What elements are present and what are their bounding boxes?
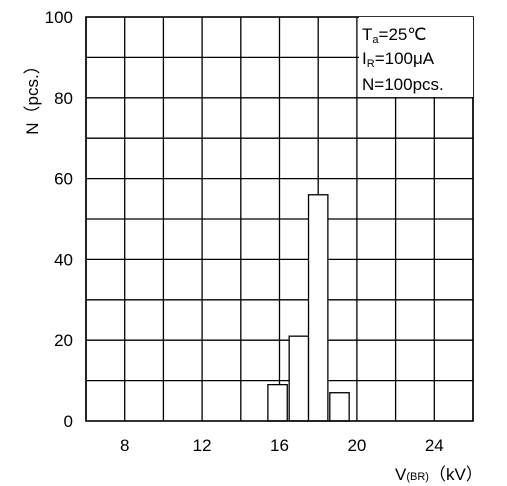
- bar: [267, 383, 288, 422]
- x-tick-label: 12: [193, 436, 212, 455]
- y-tick-label: 60: [54, 170, 73, 189]
- y-axis-label: N（pcs.）: [23, 57, 42, 134]
- y-tick-labels: 0 20 40 60 80 100: [45, 8, 73, 431]
- annotation-line-2: IR=100μA: [362, 49, 435, 70]
- annotation-line-3: N=100pcs.: [362, 75, 444, 94]
- annotation-box: [359, 17, 473, 97]
- x-tick-label: 8: [120, 436, 129, 455]
- x-axis-label: V(BR)（kV）: [395, 465, 483, 484]
- y-tick-label: 40: [54, 250, 73, 269]
- bar: [329, 392, 350, 422]
- plot-frame: [85, 16, 474, 422]
- x-tick-label: 16: [270, 436, 289, 455]
- bar: [307, 194, 329, 422]
- x-tick-label: 20: [347, 436, 366, 455]
- bar: [288, 335, 310, 422]
- x-tick-label: 24: [425, 436, 444, 455]
- y-tick-label: 20: [54, 331, 73, 350]
- y-tick-label: 0: [64, 412, 73, 431]
- x-tick-labels: 8 12 16 20 24: [120, 436, 444, 455]
- y-tick-label: 80: [54, 89, 73, 108]
- y-tick-label: 100: [45, 8, 73, 27]
- annotation-line-1: Ta=25℃: [362, 25, 426, 46]
